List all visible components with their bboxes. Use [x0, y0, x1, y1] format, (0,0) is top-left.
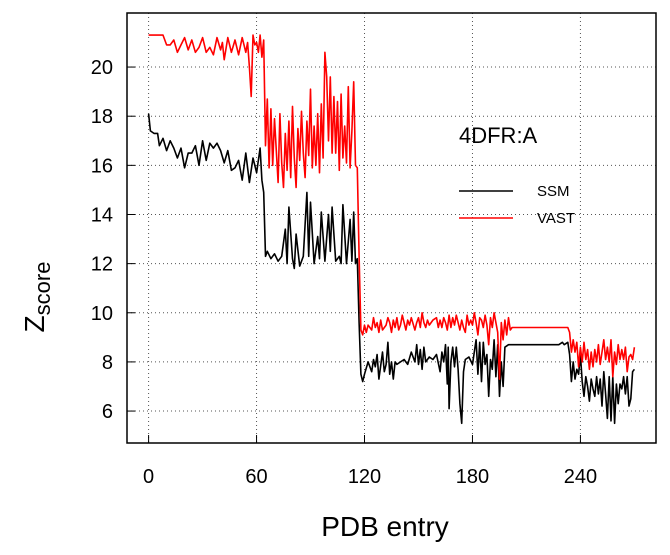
x-tick-label: 0 — [143, 466, 154, 488]
legend-label-vast: VAST — [537, 210, 575, 227]
x-tick-label: 120 — [348, 466, 381, 488]
legend: SSM VAST — [459, 183, 575, 227]
y-axis-title-sub: score — [30, 262, 55, 316]
x-tick-label: 240 — [564, 466, 597, 488]
legend-label-ssm: SSM — [537, 183, 570, 200]
series-lines — [147, 34, 636, 425]
x-tick-label: 60 — [245, 466, 267, 488]
y-tick-label: 20 — [91, 57, 113, 79]
x-tick-label: 180 — [456, 466, 489, 488]
y-tick-label: 10 — [91, 303, 113, 325]
y-tick-label: 6 — [102, 401, 113, 423]
y-axis-title-main: Z — [19, 315, 50, 332]
y-tick-label: 16 — [91, 155, 113, 177]
axis-ticks: 0 60 120 180 240 6 8 10 12 14 16 18 20 — [91, 57, 597, 488]
gridlines — [127, 13, 656, 443]
y-tick-label: 12 — [91, 254, 113, 276]
y-tick-label: 8 — [102, 352, 113, 374]
x-axis-title: PDB entry — [321, 511, 449, 542]
y-axis-title: Zscore — [19, 262, 55, 333]
y-tick-label: 18 — [91, 106, 113, 128]
y-tick-label: 14 — [91, 204, 113, 226]
series-line-vast — [148, 34, 636, 380]
series-line-ssm — [147, 113, 636, 425]
plot-frame — [126, 12, 657, 444]
annotation-4dfr: 4DFR:A — [459, 123, 538, 148]
